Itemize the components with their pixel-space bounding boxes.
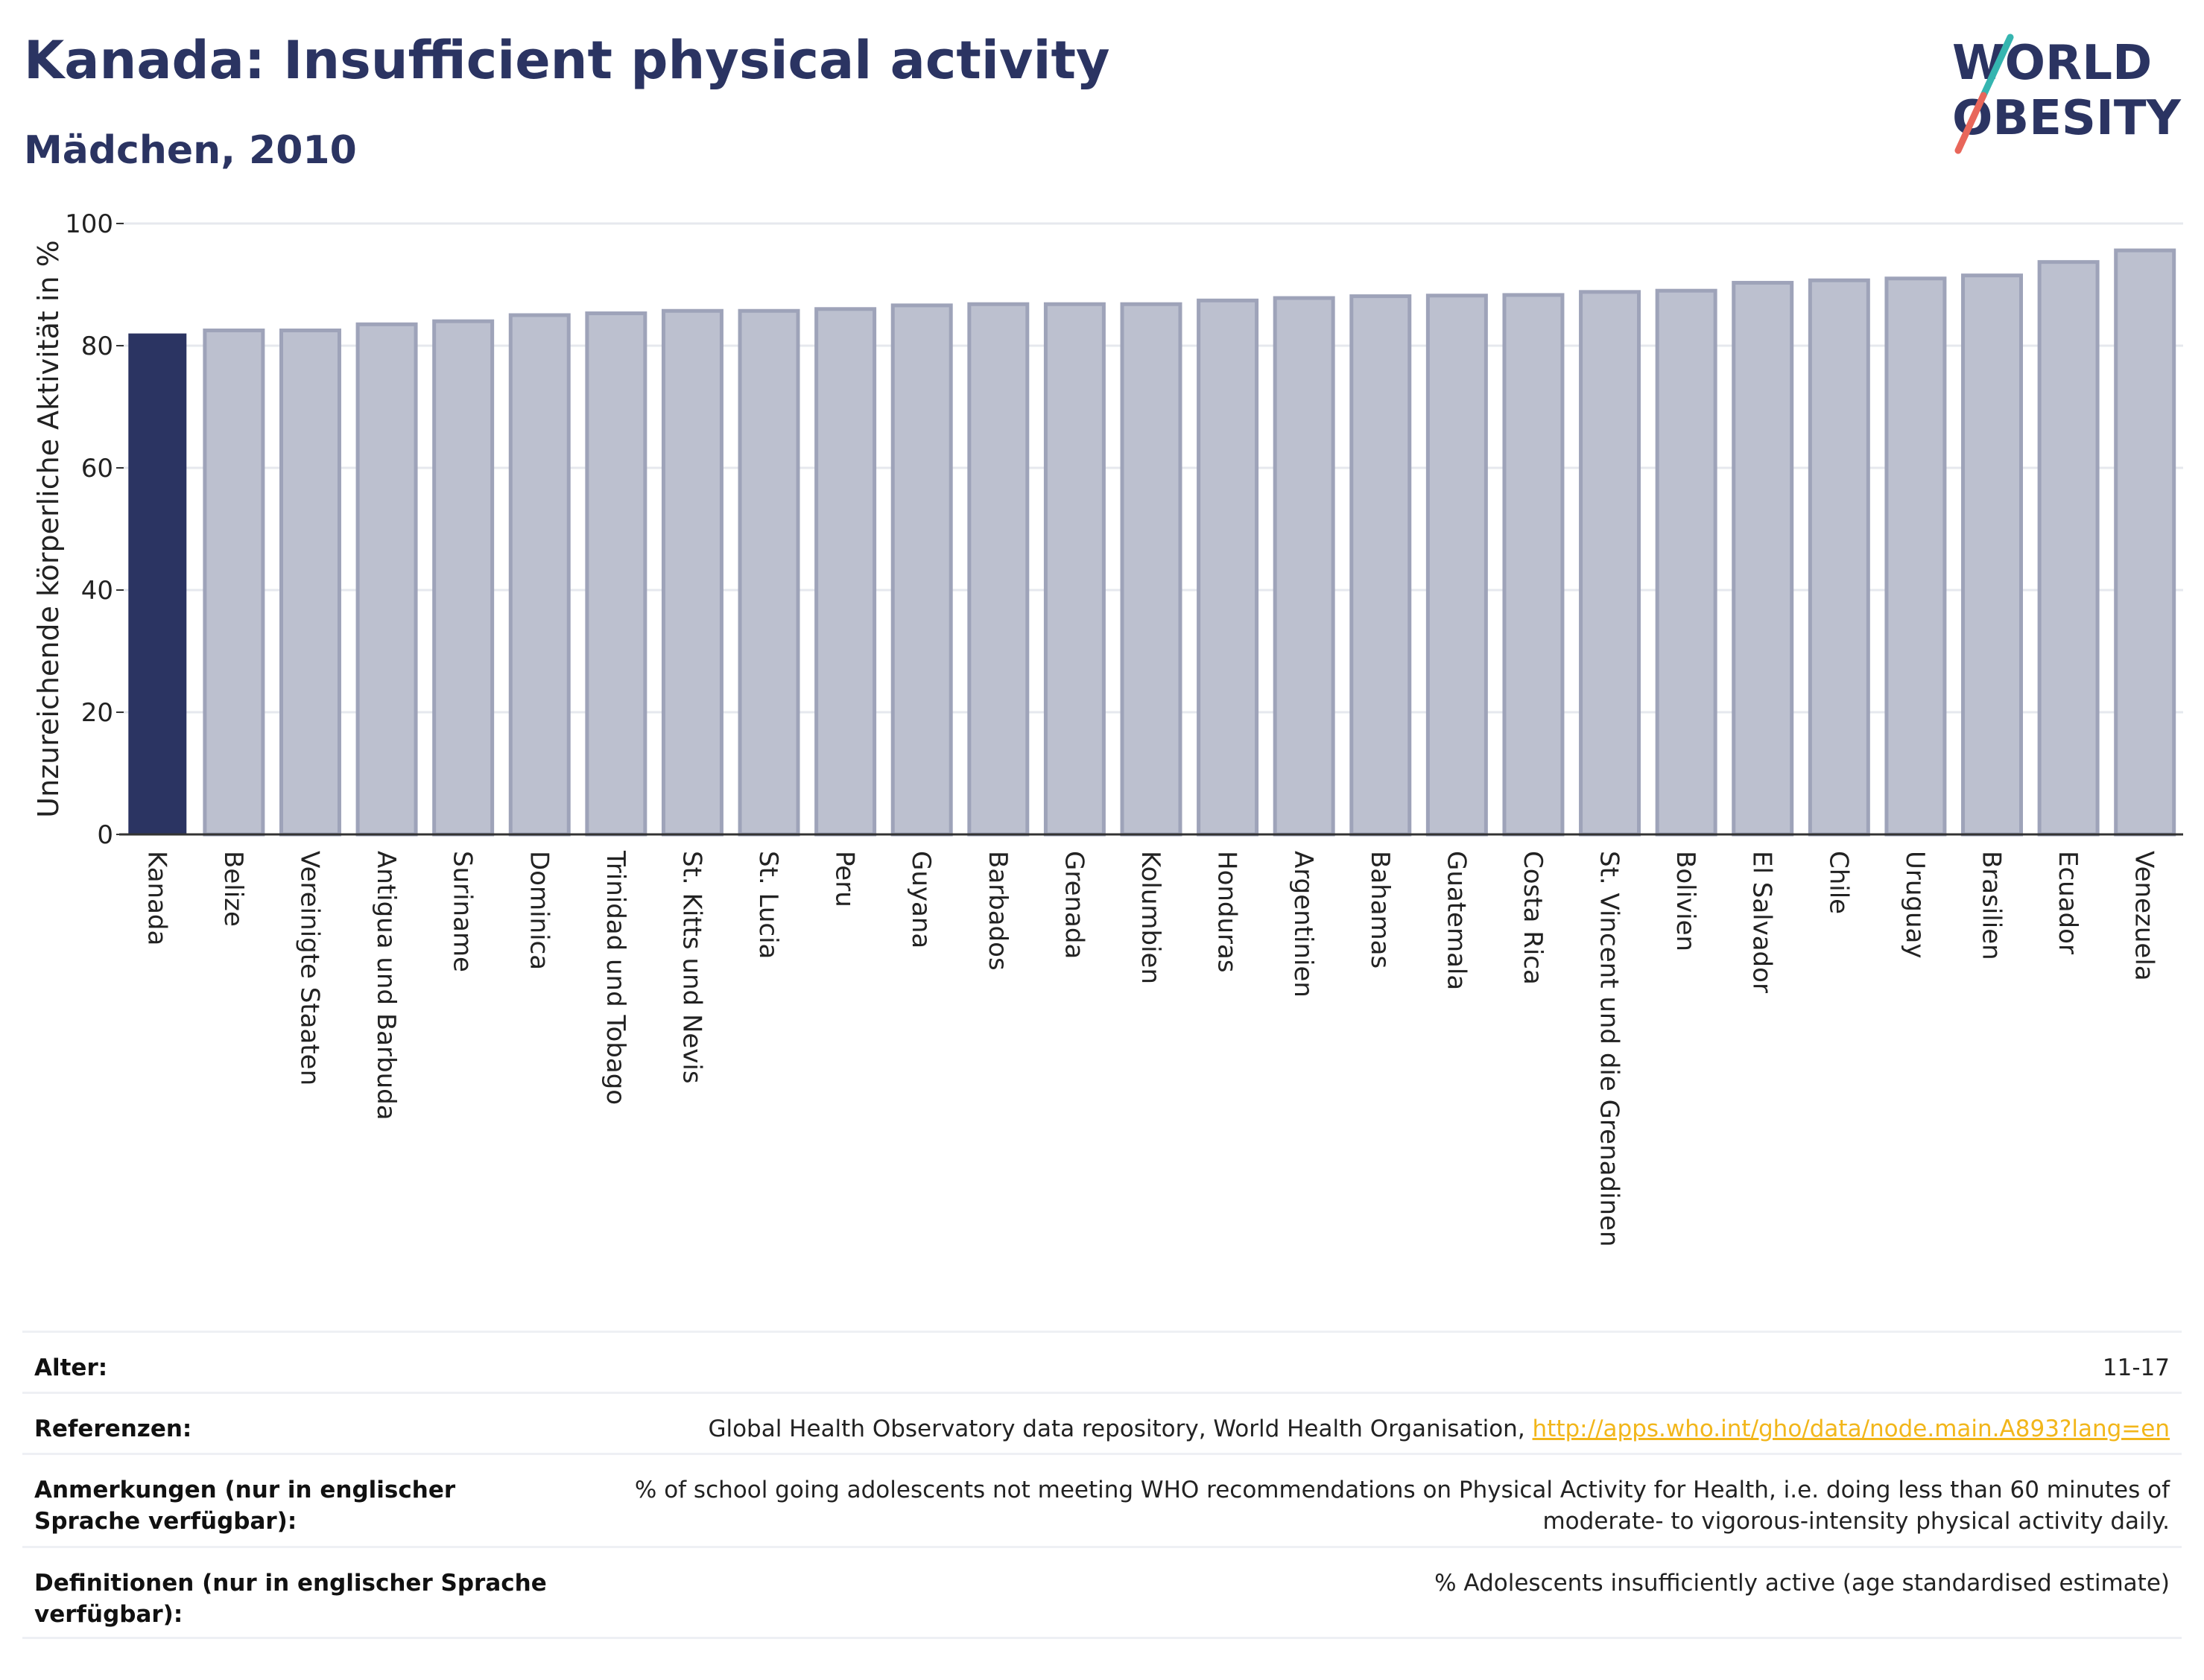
bar (585, 311, 647, 837)
y-tick-label: 40 (81, 576, 113, 606)
bar (661, 308, 723, 837)
bar (1655, 288, 1717, 837)
world-obesity-logo: WORLD OBESITY (1952, 34, 2181, 154)
info-key: Referenzen: (34, 1416, 192, 1442)
bar (203, 329, 265, 837)
logo-line2: OBESITY (1952, 91, 2181, 146)
bar (1732, 281, 1794, 837)
x-category-label: Guatemala (1441, 851, 1471, 990)
bar (432, 319, 495, 837)
bar (890, 303, 953, 837)
logo-slash-red (1954, 92, 1987, 154)
bar (1502, 293, 1565, 837)
y-tick-label: 100 (65, 209, 113, 239)
x-category-label: Dominica (524, 851, 554, 970)
reference-text: Global Health Observatory data repositor… (708, 1416, 1533, 1442)
bar (279, 329, 341, 837)
x-category-label: Guyana (906, 851, 936, 948)
bar (1273, 296, 1335, 837)
bar (967, 302, 1030, 837)
y-axis-title: Unzureichende körperliche Aktivität in % (32, 240, 65, 817)
y-tick-label: 20 (81, 698, 113, 728)
bar (355, 322, 418, 837)
x-category-label: Grenada (1059, 851, 1089, 959)
info-value: 11-17 (2102, 1354, 2170, 1381)
bar-chart: 0 20 40 60 80 100 Kanada Belize Vereinigte Staat… (32, 209, 2183, 1247)
x-category-label: Kanada (142, 851, 171, 945)
x-category-label: Vereinigte Staaten (294, 851, 324, 1085)
bar (1425, 294, 1488, 837)
info-row-references: Referenzen: Global Health Observatory da… (22, 1392, 2182, 1453)
x-category-label: Argentinien (1288, 851, 1318, 998)
bar (1884, 276, 1947, 837)
info-key: Definitionen (nur in englischer Sprache … (34, 1570, 547, 1628)
x-category-label: Kolumbien (1136, 851, 1165, 984)
bar (738, 308, 800, 837)
x-category-label: Belize (218, 851, 248, 927)
bar (1043, 302, 1106, 837)
info-key: Alter: (34, 1354, 108, 1381)
x-category-label: Costa Rica (1518, 851, 1548, 985)
logo-slash-teal (1980, 34, 2014, 99)
info-key: Anmerkungen (nur in englischer Sprache v… (34, 1477, 456, 1535)
x-category-label: Antigua und Barbuda (371, 851, 401, 1120)
x-category-label: Brasilien (1977, 851, 2007, 960)
info-value: Global Health Observatory data repositor… (708, 1413, 2170, 1445)
x-category-label: Trinidad und Tobago (601, 850, 630, 1105)
chart-subtitle: Mädchen, 2010 (24, 128, 357, 173)
x-category-label: Ecuador (2053, 851, 2083, 954)
x-category-label: El Salvador (1747, 851, 1777, 993)
info-row-definitions: Definitionen (nur in englischer Sprache … (22, 1546, 2182, 1639)
logo-line1: WORLD (1952, 36, 2152, 91)
bar (1197, 298, 1259, 837)
chart-title: Kanada: Insufficient physical activity (24, 30, 1110, 91)
x-category-label: Honduras (1212, 851, 1242, 973)
x-category-label: St. Vincent und die Grenadinen (1595, 851, 1624, 1247)
x-category-label: St. Lucia (753, 851, 783, 959)
x-category-label: Suriname (448, 851, 478, 972)
x-category-label: Bahamas (1365, 851, 1395, 969)
bar (1579, 290, 1641, 837)
y-tick-label: 0 (97, 820, 113, 850)
bar (1808, 278, 1870, 837)
bar (1961, 273, 2024, 837)
x-category-label: Uruguay (1900, 851, 1930, 959)
reference-link[interactable]: http://apps.who.int/gho/data/node.main.A… (1532, 1416, 2170, 1442)
info-value: % of school going adolescents not meetin… (634, 1477, 2170, 1535)
info-row-age: Alter: 11-17 (22, 1331, 2182, 1392)
bar (2114, 248, 2176, 837)
x-category-label: Peru (830, 851, 860, 907)
bar (128, 333, 187, 835)
x-category-label: St. Kitts und Nevis (677, 851, 706, 1084)
x-category-label: Venezuela (2129, 851, 2159, 981)
info-table: Alter: 11-17 Referenzen: Global Health O… (22, 1331, 2182, 1639)
bar (508, 313, 571, 837)
y-tick-label: 80 (81, 332, 113, 361)
y-tick-label: 60 (81, 454, 113, 484)
bar (2037, 260, 2100, 837)
info-value: % Adolescents insufficiently active (age… (1434, 1570, 2170, 1597)
bar (1120, 302, 1182, 837)
x-category-label: Bolivien (1671, 851, 1700, 951)
bar (1349, 294, 1412, 837)
bar (814, 307, 877, 837)
x-category-label: Chile (1823, 851, 1853, 914)
info-row-notes: Anmerkungen (nur in englischer Sprache v… (22, 1453, 2182, 1546)
x-category-label: Barbados (983, 851, 1013, 971)
